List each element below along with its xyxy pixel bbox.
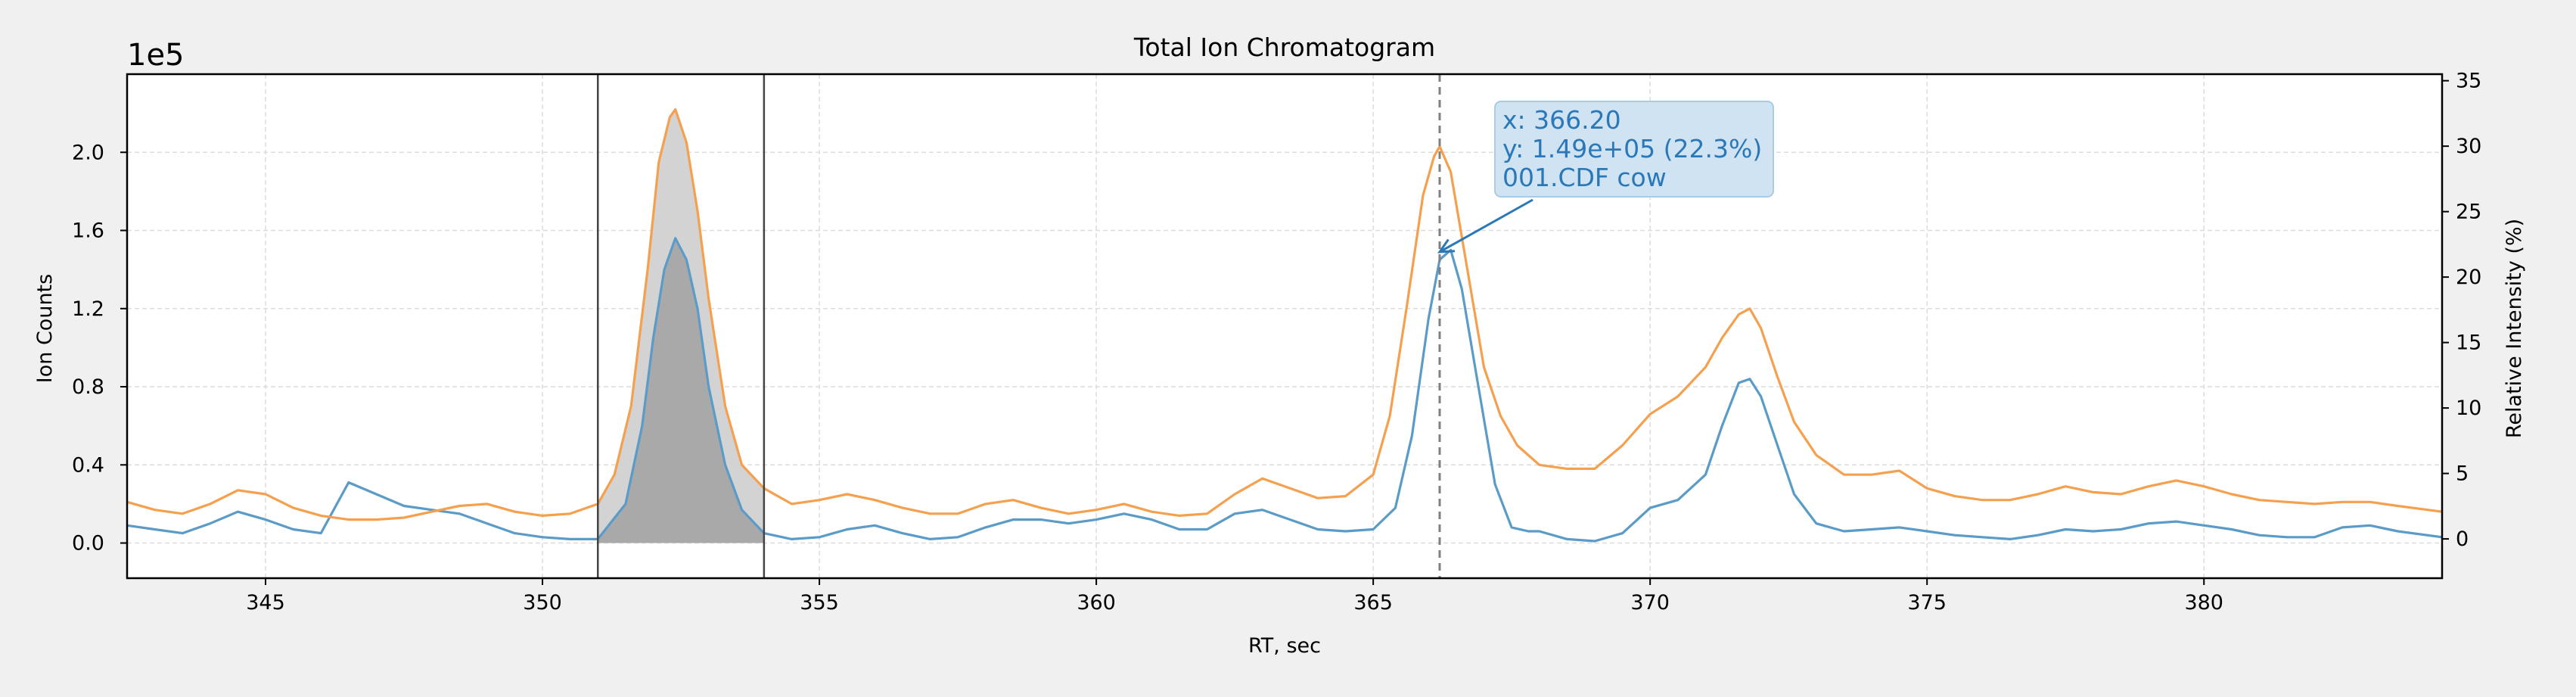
- annotation-arrow: [1439, 198, 1533, 254]
- series-lines: [126, 107, 2443, 543]
- annotation-arrowhead: [1437, 238, 1456, 254]
- y-tick-label: 0.0: [72, 532, 104, 555]
- series-line-blue: [126, 237, 2443, 543]
- y-axis-label: Ion Counts: [33, 274, 57, 383]
- y2-tick-label: 30: [2456, 135, 2481, 158]
- annotation-y-text: y: 1.49e+05 (22.3%): [1502, 134, 1762, 163]
- grid-lines: [127, 74, 2442, 578]
- x-axis-label: RT, sec: [1248, 634, 1321, 658]
- y-tick-label: 1.6: [72, 219, 104, 243]
- peak-fill-inner: [598, 238, 764, 543]
- y2-tick-label: 15: [2456, 331, 2481, 355]
- x-tick-label: 380: [2184, 591, 2223, 615]
- y2-tick-label: 10: [2456, 397, 2481, 420]
- y2-tick-label: 20: [2456, 266, 2481, 289]
- cursor-annotation: x: 366.20 y: 1.49e+05 (22.3%) 001.CDF co…: [1437, 101, 1774, 254]
- y2-tick-label: 5: [2456, 462, 2469, 486]
- axes: 345 350 355 360 365 370 375 3800.00.40.81.21.62…: [72, 70, 2481, 615]
- y-offset-label: 1e5: [127, 38, 185, 73]
- y2-tick-label: 25: [2456, 201, 2481, 224]
- x-tick-label: 360: [1077, 591, 1116, 615]
- markers: [596, 74, 1441, 578]
- x-tick-label: 375: [1907, 591, 1947, 615]
- series-line-orange: [126, 107, 2443, 521]
- x-tick-label: 365: [1353, 591, 1393, 615]
- x-tick-label: 345: [246, 591, 285, 615]
- y-tick-label: 2.0: [72, 141, 104, 164]
- annotation-series-text: 001.CDF cow: [1502, 163, 1667, 192]
- plot-background: [127, 74, 2442, 578]
- chart-title: Total Ion Chromatogram: [1133, 33, 1435, 62]
- y-tick-label: 0.4: [72, 453, 104, 477]
- annotation-x-text: x: 366.20: [1502, 105, 1621, 135]
- y-tick-label: 1.2: [72, 297, 104, 321]
- y2-axis-label: Relative Intensity (%): [2503, 219, 2526, 438]
- y-tick-label: 0.8: [72, 375, 104, 399]
- x-tick-label: 355: [800, 591, 839, 615]
- y2-tick-label: 35: [2456, 70, 2481, 93]
- annotation-box: [1494, 101, 1774, 198]
- y2-tick-label: 0: [2456, 527, 2469, 551]
- x-tick-label: 350: [523, 591, 562, 615]
- x-tick-label: 370: [1630, 591, 1670, 615]
- plot-frame: [126, 73, 2444, 580]
